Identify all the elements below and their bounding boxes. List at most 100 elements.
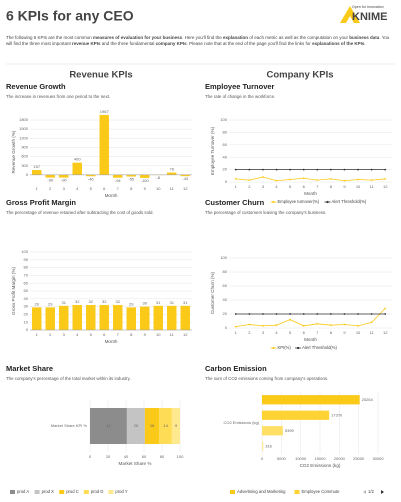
point — [302, 168, 305, 171]
legend-label: prod A — [17, 489, 29, 494]
point — [316, 168, 319, 171]
y-tick-label: 40 — [223, 154, 228, 159]
bar — [32, 307, 42, 330]
x-tick-label: 4 — [76, 186, 79, 191]
point — [343, 168, 346, 171]
point — [370, 313, 373, 315]
data-label: 32 — [75, 299, 80, 304]
data-label: -90 — [61, 178, 68, 183]
y-tick-label: 300 — [21, 163, 28, 168]
y-axis-label: Customer Churn (%) — [210, 271, 215, 314]
bar — [153, 305, 163, 330]
x-tick-label: 12 — [183, 332, 188, 337]
y-tick-label: 900 — [21, 144, 28, 149]
point — [343, 313, 346, 315]
bar — [126, 174, 136, 177]
point — [248, 313, 251, 315]
y-tick-label: 60 — [24, 280, 29, 285]
data-label: 316 — [265, 443, 272, 448]
intro-text: revenue KPIs — [72, 41, 101, 46]
intro: The following 6 KPIs are the most common… — [6, 35, 394, 47]
bar — [86, 174, 96, 177]
data-label: -8 — [156, 175, 160, 180]
x-tick-label: 8 — [130, 332, 133, 337]
x-tick-label: 1 — [36, 332, 39, 337]
y-tick-label: 20 — [223, 167, 228, 172]
x-tick-label: 9 — [144, 186, 147, 191]
legend-label: prod X — [42, 489, 55, 494]
data-label: 32 — [89, 299, 94, 304]
point — [357, 168, 359, 171]
x-tick-label: 4 — [275, 330, 278, 335]
point — [343, 179, 346, 182]
bar-segment — [90, 408, 127, 444]
legend-label: KPI(%) — [278, 345, 292, 350]
bar — [180, 305, 190, 330]
x-tick-label: 9 — [144, 332, 147, 337]
y-tick-label: Market Share KPI % — [51, 423, 88, 428]
point — [316, 313, 319, 315]
data-label: 30 — [143, 301, 148, 306]
legend-next[interactable] — [381, 490, 384, 494]
x-tick-label: 10 — [356, 330, 361, 335]
point — [289, 168, 292, 171]
y-tick-label: 90 — [24, 257, 29, 262]
y-tick-label: 70 — [24, 272, 29, 277]
bar — [99, 114, 109, 175]
y-tick-label: 10 — [24, 319, 29, 324]
point — [262, 313, 264, 315]
x-tick-label: 20000 — [334, 456, 346, 461]
point — [370, 179, 373, 182]
y-tick-label: 60 — [223, 142, 228, 147]
bar — [32, 170, 42, 175]
data-label: 29 — [129, 301, 134, 306]
data-label: 76 — [170, 167, 175, 172]
legend-label: Employee Commute — [302, 489, 341, 494]
x-tick-label: 4 — [76, 332, 79, 337]
y-tick-label: 20 — [24, 311, 29, 316]
bar — [113, 174, 123, 178]
data-label: -55 — [128, 177, 135, 182]
y-tick-label: 0 — [26, 172, 29, 177]
x-tick-label: 12 — [383, 184, 388, 189]
y-tick-label: 40 — [223, 297, 228, 302]
x-tick-label: 9 — [343, 330, 346, 335]
bar — [72, 162, 82, 175]
x-axis-label: Market Share % — [119, 461, 152, 466]
point — [275, 179, 278, 182]
data-label: -100 — [141, 178, 150, 183]
legend-label: Alert Threshold(%) — [332, 199, 367, 204]
x-tick-label: 5 — [289, 330, 292, 335]
legend-label: Advertising and Marketing — [237, 489, 286, 494]
y-tick-label: 100 — [220, 117, 227, 122]
point — [329, 168, 332, 171]
x-tick-label: 80 — [160, 454, 165, 459]
point — [329, 313, 332, 315]
y-tick-label: 0 — [225, 179, 228, 184]
data-label: -46 — [88, 176, 95, 181]
chart-description: The sum of CO2 emissions coming from com… — [205, 376, 329, 381]
point — [343, 323, 346, 326]
bar — [59, 174, 69, 178]
data-label: 157 — [33, 164, 40, 169]
y-tick-label: 30 — [24, 304, 29, 309]
y-tick-label: 40 — [24, 296, 29, 301]
data-label: 29 — [35, 301, 40, 306]
point — [234, 168, 237, 171]
point — [262, 325, 264, 327]
x-axis-label: Month — [105, 339, 118, 344]
x-tick-label: 6 — [303, 330, 306, 335]
legend-prev — [363, 490, 366, 494]
chart-title: Carbon Emission — [205, 364, 267, 373]
chart-description: The company's percentage of the total ma… — [6, 376, 131, 381]
legend-label: prod D — [91, 489, 104, 494]
y-tick-label: 1500 — [19, 126, 29, 131]
data-label: 14 — [163, 423, 168, 428]
data-label: -90 — [47, 178, 54, 183]
page-title: 6 KPIs for any CEO — [6, 8, 134, 24]
x-tick-label: 3 — [63, 332, 66, 337]
data-label: 31 — [62, 300, 67, 305]
chart-description: The increase in revenues from one period… — [6, 94, 111, 99]
bar — [45, 174, 55, 178]
logo-triangle — [340, 6, 360, 23]
